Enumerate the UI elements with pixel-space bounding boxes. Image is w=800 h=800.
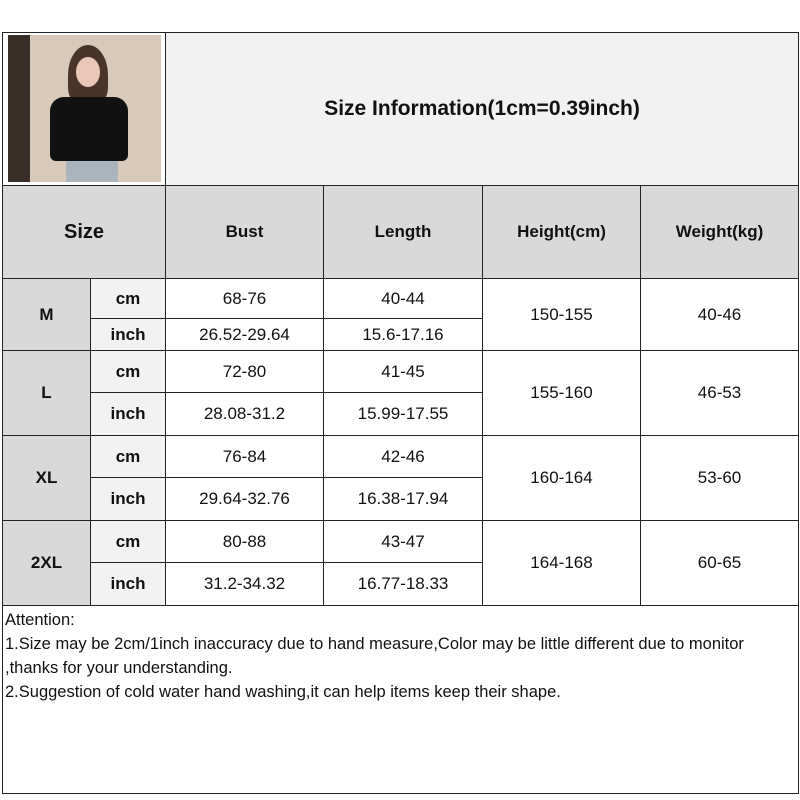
bust-inch: 28.08-31.2	[165, 392, 324, 436]
table-row: M cm 68-76 40-44 150-155 40-46	[2, 278, 800, 351]
table-row: inch 26.52-29.64 15.6-17.16	[3, 318, 799, 351]
bust-cm: 68-76	[165, 278, 324, 319]
size-chart: Size Information(1cm=0.39inch) Size Bust…	[1, 32, 800, 794]
weight-value: 40-46	[639, 278, 800, 351]
bust-cm: 76-84	[165, 435, 324, 478]
model-photo-icon	[8, 35, 161, 182]
length-inch: 16.38-17.94	[323, 477, 483, 521]
height-value: 160-164	[482, 435, 641, 521]
height-value: 150-155	[482, 278, 641, 351]
chart-title: Size Information(1cm=0.39inch)	[164, 32, 800, 186]
length-cm: 41-45	[323, 350, 483, 393]
unit-cm: cm	[90, 278, 166, 319]
weight-value: 46-53	[639, 350, 800, 436]
bust-cm: 80-88	[165, 520, 324, 563]
bust-cm: 72-80	[165, 350, 324, 393]
attention-line-1: 1.Size may be 2cm/1inch inaccuracy due t…	[5, 635, 744, 677]
bust-inch: 26.52-29.64	[165, 318, 324, 351]
length-cm: 42-46	[323, 435, 483, 478]
unit-cm: cm	[90, 520, 166, 563]
table-row: inch 31.2-34.32 16.77-18.33	[3, 562, 799, 606]
table-row: XL cm 76-84 42-46 160-164 53-60	[2, 435, 800, 521]
size-label: M	[2, 278, 91, 351]
header-bust: Bust	[165, 185, 324, 279]
unit-inch: inch	[90, 562, 166, 606]
attention-notes: Attention: 1.Size may be 2cm/1inch inacc…	[1, 605, 800, 794]
bust-inch: 29.64-32.76	[165, 477, 324, 521]
unit-inch: inch	[90, 477, 166, 521]
unit-cm: cm	[90, 435, 166, 478]
bust-inch: 31.2-34.32	[165, 562, 324, 606]
size-label: XL	[2, 435, 91, 521]
unit-inch: inch	[90, 392, 166, 436]
size-label: L	[2, 350, 91, 436]
length-inch: 15.6-17.16	[323, 318, 483, 351]
length-cm: 40-44	[323, 278, 483, 319]
height-value: 155-160	[482, 350, 641, 436]
unit-inch: inch	[90, 318, 166, 351]
header-weight: Weight(kg)	[639, 185, 800, 279]
length-inch: 15.99-17.55	[323, 392, 483, 436]
height-value: 164-168	[482, 520, 641, 606]
table-row: L cm 72-80 41-45 155-160 46-53	[2, 350, 800, 436]
table-row: inch 29.64-32.76 16.38-17.94	[3, 477, 799, 521]
product-photo	[2, 32, 166, 186]
header-height: Height(cm)	[482, 185, 641, 279]
table-row: 2XL cm 80-88 43-47 164-168 60-65	[2, 520, 800, 606]
attention-line-2: 2.Suggestion of cold water hand washing,…	[5, 683, 561, 701]
unit-cm: cm	[90, 350, 166, 393]
table-row: inch 28.08-31.2 15.99-17.55	[3, 392, 799, 436]
attention-heading: Attention:	[5, 611, 75, 629]
weight-value: 53-60	[639, 435, 800, 521]
length-cm: 43-47	[323, 520, 483, 563]
header-size: Size	[2, 185, 166, 279]
weight-value: 60-65	[639, 520, 800, 606]
length-inch: 16.77-18.33	[323, 562, 483, 606]
size-label: 2XL	[2, 520, 91, 606]
header-length: Length	[323, 185, 483, 279]
